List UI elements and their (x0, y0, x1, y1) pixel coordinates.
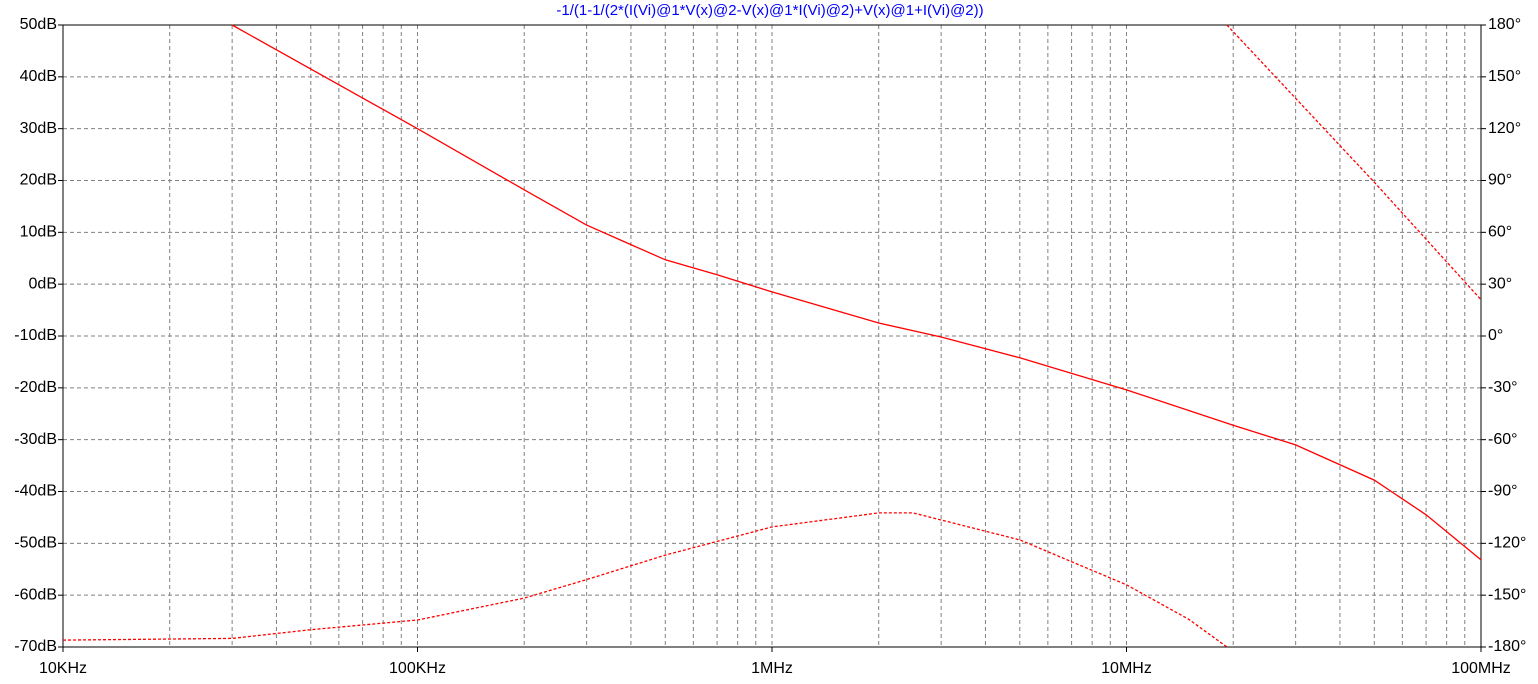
y2-tick-label: 0° (1488, 327, 1503, 344)
x-tick-label: 100MHz (1451, 660, 1511, 677)
y-tick-label: 10dB (20, 224, 57, 241)
y-tick-label: 40dB (20, 68, 57, 85)
x-tick-label: 10KHz (39, 660, 87, 677)
y2-tick-label: -90° (1488, 483, 1518, 500)
y-tick-label: -20dB (14, 379, 57, 396)
series-line (62, 24, 1482, 648)
plot-frame (62, 24, 1482, 648)
y2-tick-label: 150° (1488, 68, 1521, 85)
y-tick-label: -60dB (14, 586, 57, 603)
x-tick-label: 1MHz (751, 660, 793, 677)
y2-tick-label: 120° (1488, 120, 1521, 137)
y-tick-label: -40dB (14, 483, 57, 500)
y2-tick-label: 90° (1488, 172, 1512, 189)
y2-tick-label: -30° (1488, 379, 1518, 396)
y2-tick-label: -150° (1488, 586, 1526, 603)
y-tick-label: 30dB (20, 120, 57, 137)
x-tick-label: 10MHz (1101, 660, 1152, 677)
y2-tick-label: 30° (1488, 275, 1512, 292)
y2-tick-label: -120° (1488, 535, 1526, 552)
y-tick-label: -30dB (14, 431, 57, 448)
y-tick-label: 0dB (29, 275, 57, 292)
series-line (231, 24, 1482, 561)
y-tick-label: 50dB (20, 16, 57, 33)
y2-tick-label: 180° (1488, 16, 1521, 33)
x-tick-label: 100KHz (389, 660, 446, 677)
y-tick-label: -50dB (14, 535, 57, 552)
y-tick-label: -70dB (14, 638, 57, 655)
y2-tick-label: -180° (1488, 638, 1526, 655)
y2-tick-label: 60° (1488, 224, 1512, 241)
y-tick-label: 20dB (20, 172, 57, 189)
y2-tick-label: -60° (1488, 431, 1518, 448)
chart-title: -1/(1-1/(2*(I(Vi)@1*V(x)@2-V(x)@1*I(Vi)@… (556, 2, 983, 19)
y-tick-label: -10dB (14, 327, 57, 344)
